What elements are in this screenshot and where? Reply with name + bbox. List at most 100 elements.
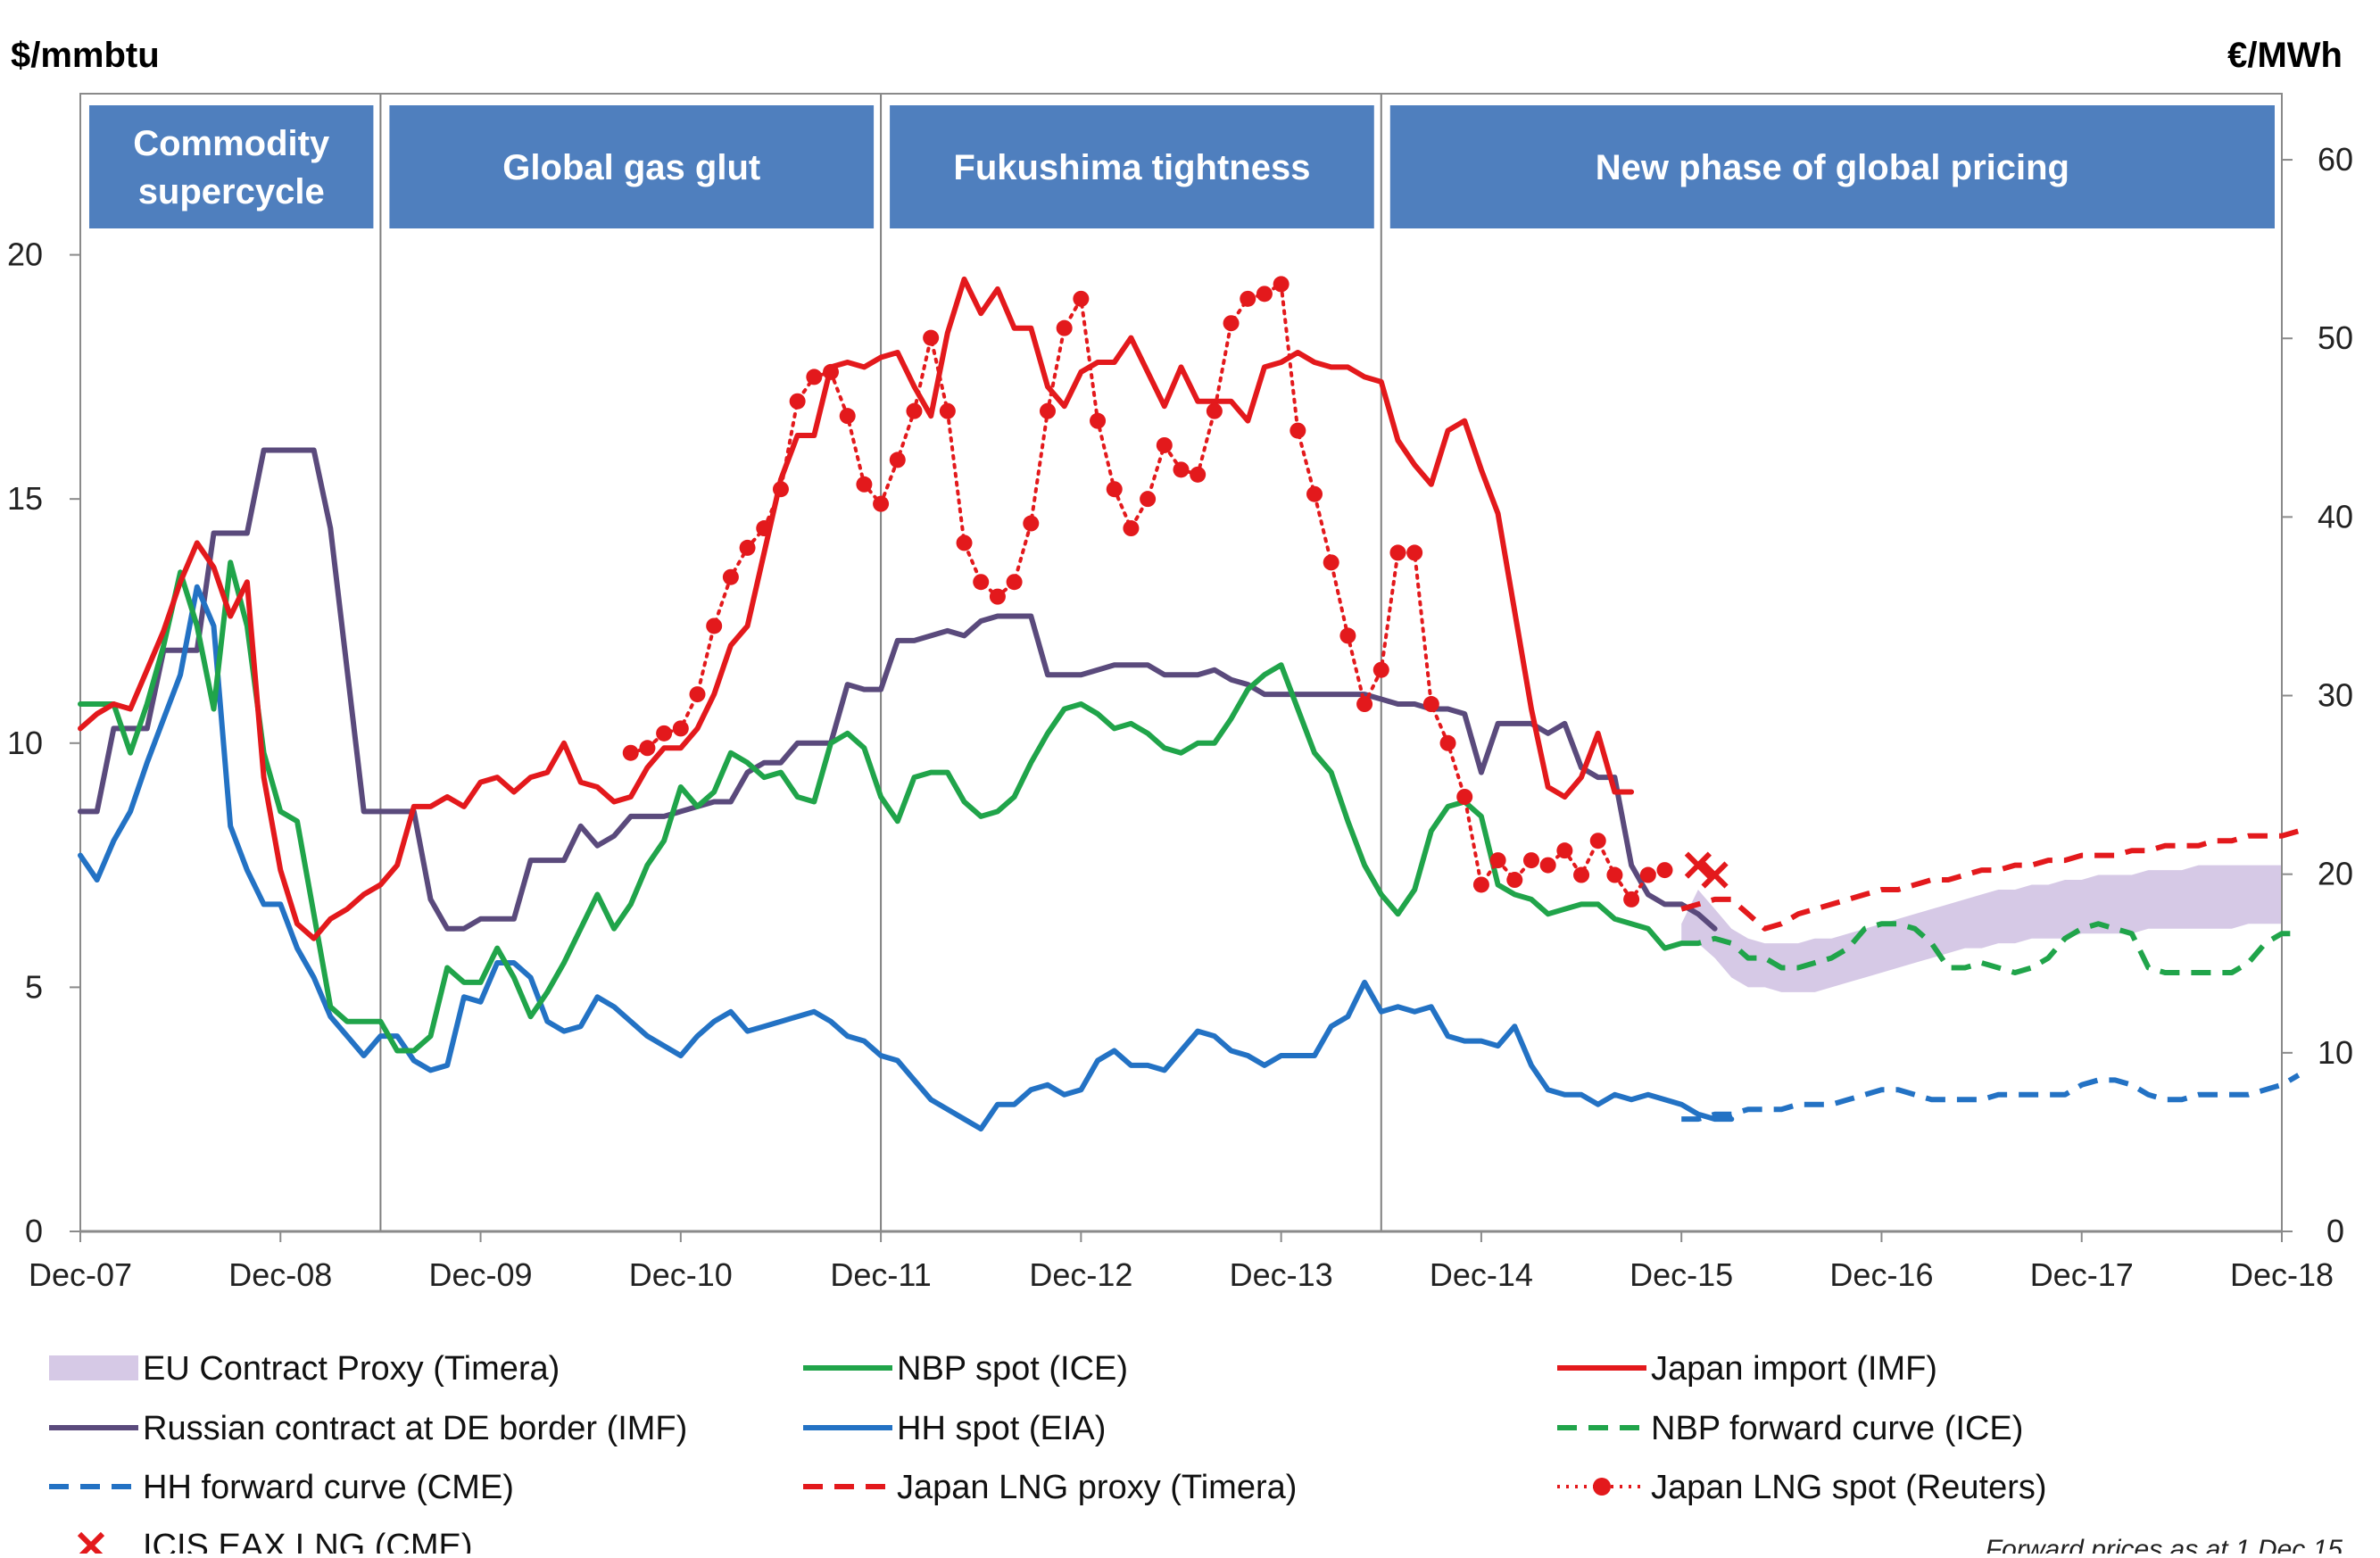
period-banner-label: Global gas glut: [502, 148, 760, 187]
y-right-tick-label: 20: [2318, 856, 2353, 892]
japan-lng-spot-point: [722, 568, 739, 585]
legend-label: HH spot (EIA): [897, 1410, 1106, 1447]
legend-item-eu-contract-proxy-timera: EU Contract Proxy (Timera): [49, 1350, 560, 1388]
legend-label: HH forward curve (CME): [143, 1469, 514, 1506]
series-japan-lng-proxy-timera: [1680, 828, 2300, 932]
legend-label: EU Contract Proxy (Timera): [143, 1350, 560, 1388]
y-right-tick-label: 40: [2318, 498, 2353, 535]
japan-lng-spot-point: [1623, 891, 1640, 907]
japan-lng-spot-point: [622, 744, 639, 761]
japan-lng-spot-point: [1256, 286, 1273, 302]
x-mark-stroke: [1701, 861, 1729, 889]
japan-lng-spot-point: [689, 686, 706, 703]
japan-lng-spot-point: [1539, 857, 1556, 874]
japan-lng-spot-point: [1140, 491, 1157, 508]
japan-lng-spot-point: [1090, 412, 1107, 429]
japan-lng-spot-point: [956, 535, 973, 551]
left-axis-unit: $/mmbtu: [11, 36, 160, 75]
period-banner-4: [1389, 105, 2275, 228]
japan-lng-spot-point: [1639, 866, 1656, 883]
y-right-tick-label: 50: [2318, 319, 2353, 356]
x-tick-label: Dec-18: [2230, 1256, 2334, 1293]
japan-lng-spot-point: [1456, 788, 1473, 805]
legend-item-japan-import-imf: Japan import (IMF): [1557, 1350, 1937, 1388]
japan-lng-spot-point: [939, 402, 956, 419]
x-tick-label: Dec-09: [429, 1256, 533, 1293]
y-left-tick-label: 0: [25, 1213, 43, 1249]
x-tick-label: Dec-17: [2030, 1256, 2134, 1293]
japan-lng-spot-point: [1323, 554, 1339, 571]
series-nbp-spot-ice: [78, 559, 1685, 1054]
japan-lng-spot-point: [1290, 422, 1306, 439]
japan-lng-spot-point: [656, 725, 673, 742]
japan-lng-spot-point: [906, 402, 923, 419]
legend-item-hh-spot-eia: HH spot (EIA): [803, 1410, 1106, 1447]
x-tick-label: Dec-14: [1430, 1256, 1533, 1293]
japan-lng-spot-point: [1656, 862, 1673, 879]
japan-lng-spot-point: [856, 476, 873, 493]
series-russian-contract-at-de-border-imf: [78, 447, 1718, 932]
japan-lng-spot-point: [1356, 696, 1373, 713]
japan-lng-spot-point: [1306, 485, 1323, 502]
japan-lng-spot-point: [823, 363, 840, 380]
japan-lng-spot-point: [1522, 852, 1539, 869]
legend-label: Russian contract at DE border (IMF): [143, 1410, 687, 1447]
period-dividers: [379, 94, 1382, 1231]
y-right-tick-label: 60: [2318, 141, 2353, 178]
period-banner-1: [89, 105, 374, 228]
x-tick-label: Dec-16: [1829, 1256, 1933, 1293]
x-tick-label: Dec-10: [629, 1256, 733, 1293]
japan-lng-spot-point: [1223, 315, 1240, 332]
legend: EU Contract Proxy (Timera) NBP spot (ICE)…: [49, 1350, 2047, 1558]
japan-lng-spot-point: [923, 329, 940, 346]
japan-lng-spot-point: [739, 539, 756, 556]
series-japan-lng-spot-reuters: [628, 282, 1667, 901]
period-banner-label: Fukushima tightness: [953, 148, 1310, 187]
japan-lng-spot-point: [1606, 866, 1623, 883]
japan-lng-spot-point: [1472, 876, 1489, 893]
japan-lng-spot-point: [1039, 402, 1056, 419]
japan-lng-spot-point: [1589, 833, 1606, 849]
axes-layer: 0 5 10 15 20 0 10 20 30 40 50 60 Dec-07 Dec-08 Dec-09 D…: [7, 93, 2353, 1293]
japan-lng-spot-point: [1006, 574, 1023, 591]
japan-lng-spot-point: [1190, 466, 1207, 483]
legend-label: NBP forward curve (ICE): [1651, 1410, 2023, 1447]
x-tick-label: Dec-08: [228, 1256, 332, 1293]
japan-lng-spot-point: [1173, 461, 1190, 478]
x-tick-label: Dec-11: [830, 1256, 931, 1293]
japan-lng-spot-point: [639, 740, 656, 757]
legend-item-nbp-forward-curve-ice: NBP forward curve (ICE): [1557, 1410, 2023, 1447]
legend-swatch: [49, 1355, 138, 1380]
japan-lng-spot-point: [889, 452, 906, 468]
legend-item-japan-lng-proxy-timera: Japan LNG proxy (Timera): [803, 1469, 1297, 1506]
japan-lng-spot-point: [1056, 319, 1073, 336]
japan-lng-spot-point: [789, 393, 806, 410]
japan-lng-spot-point: [1489, 852, 1506, 869]
right-axis-unit: €/MWh: [2227, 36, 2343, 75]
legend-item-hh-forward-curve-cme: HH forward curve (CME): [49, 1469, 514, 1506]
japan-lng-spot-point: [1573, 866, 1590, 883]
x-tick-label: Dec-07: [29, 1256, 132, 1293]
japan-lng-spot-point: [1156, 436, 1173, 453]
japan-lng-spot-point: [989, 588, 1006, 605]
japan-lng-spot-point: [1339, 627, 1356, 644]
y-right-tick-label: 0: [2326, 1213, 2344, 1249]
japan-lng-spot-point: [1073, 290, 1090, 307]
series-markers: [622, 276, 1729, 907]
japan-lng-spot-point: [839, 408, 856, 425]
y-right-tick-label: 10: [2318, 1034, 2353, 1071]
period-banner-3: [890, 105, 1374, 228]
japan-lng-spot-point: [1506, 872, 1523, 889]
y-left-tick-label: 20: [7, 236, 43, 273]
series-nbp-forward-curve-ice: [1681, 921, 2299, 975]
japan-lng-spot-point: [1106, 481, 1123, 498]
japan-lng-spot-point: [672, 720, 689, 737]
japan-lng-spot-point: [772, 481, 789, 498]
icis-eax-lng-point: [1684, 851, 1712, 879]
period-banners: Commodity supercycle Global gas glut Fukush…: [89, 105, 2275, 228]
legend-label: Japan LNG spot (Reuters): [1651, 1469, 2047, 1506]
legend-swatch-marker: [1593, 1478, 1611, 1496]
series-japan-import-imf: [78, 276, 1635, 941]
x-tick-label: Dec-15: [1630, 1256, 1733, 1293]
